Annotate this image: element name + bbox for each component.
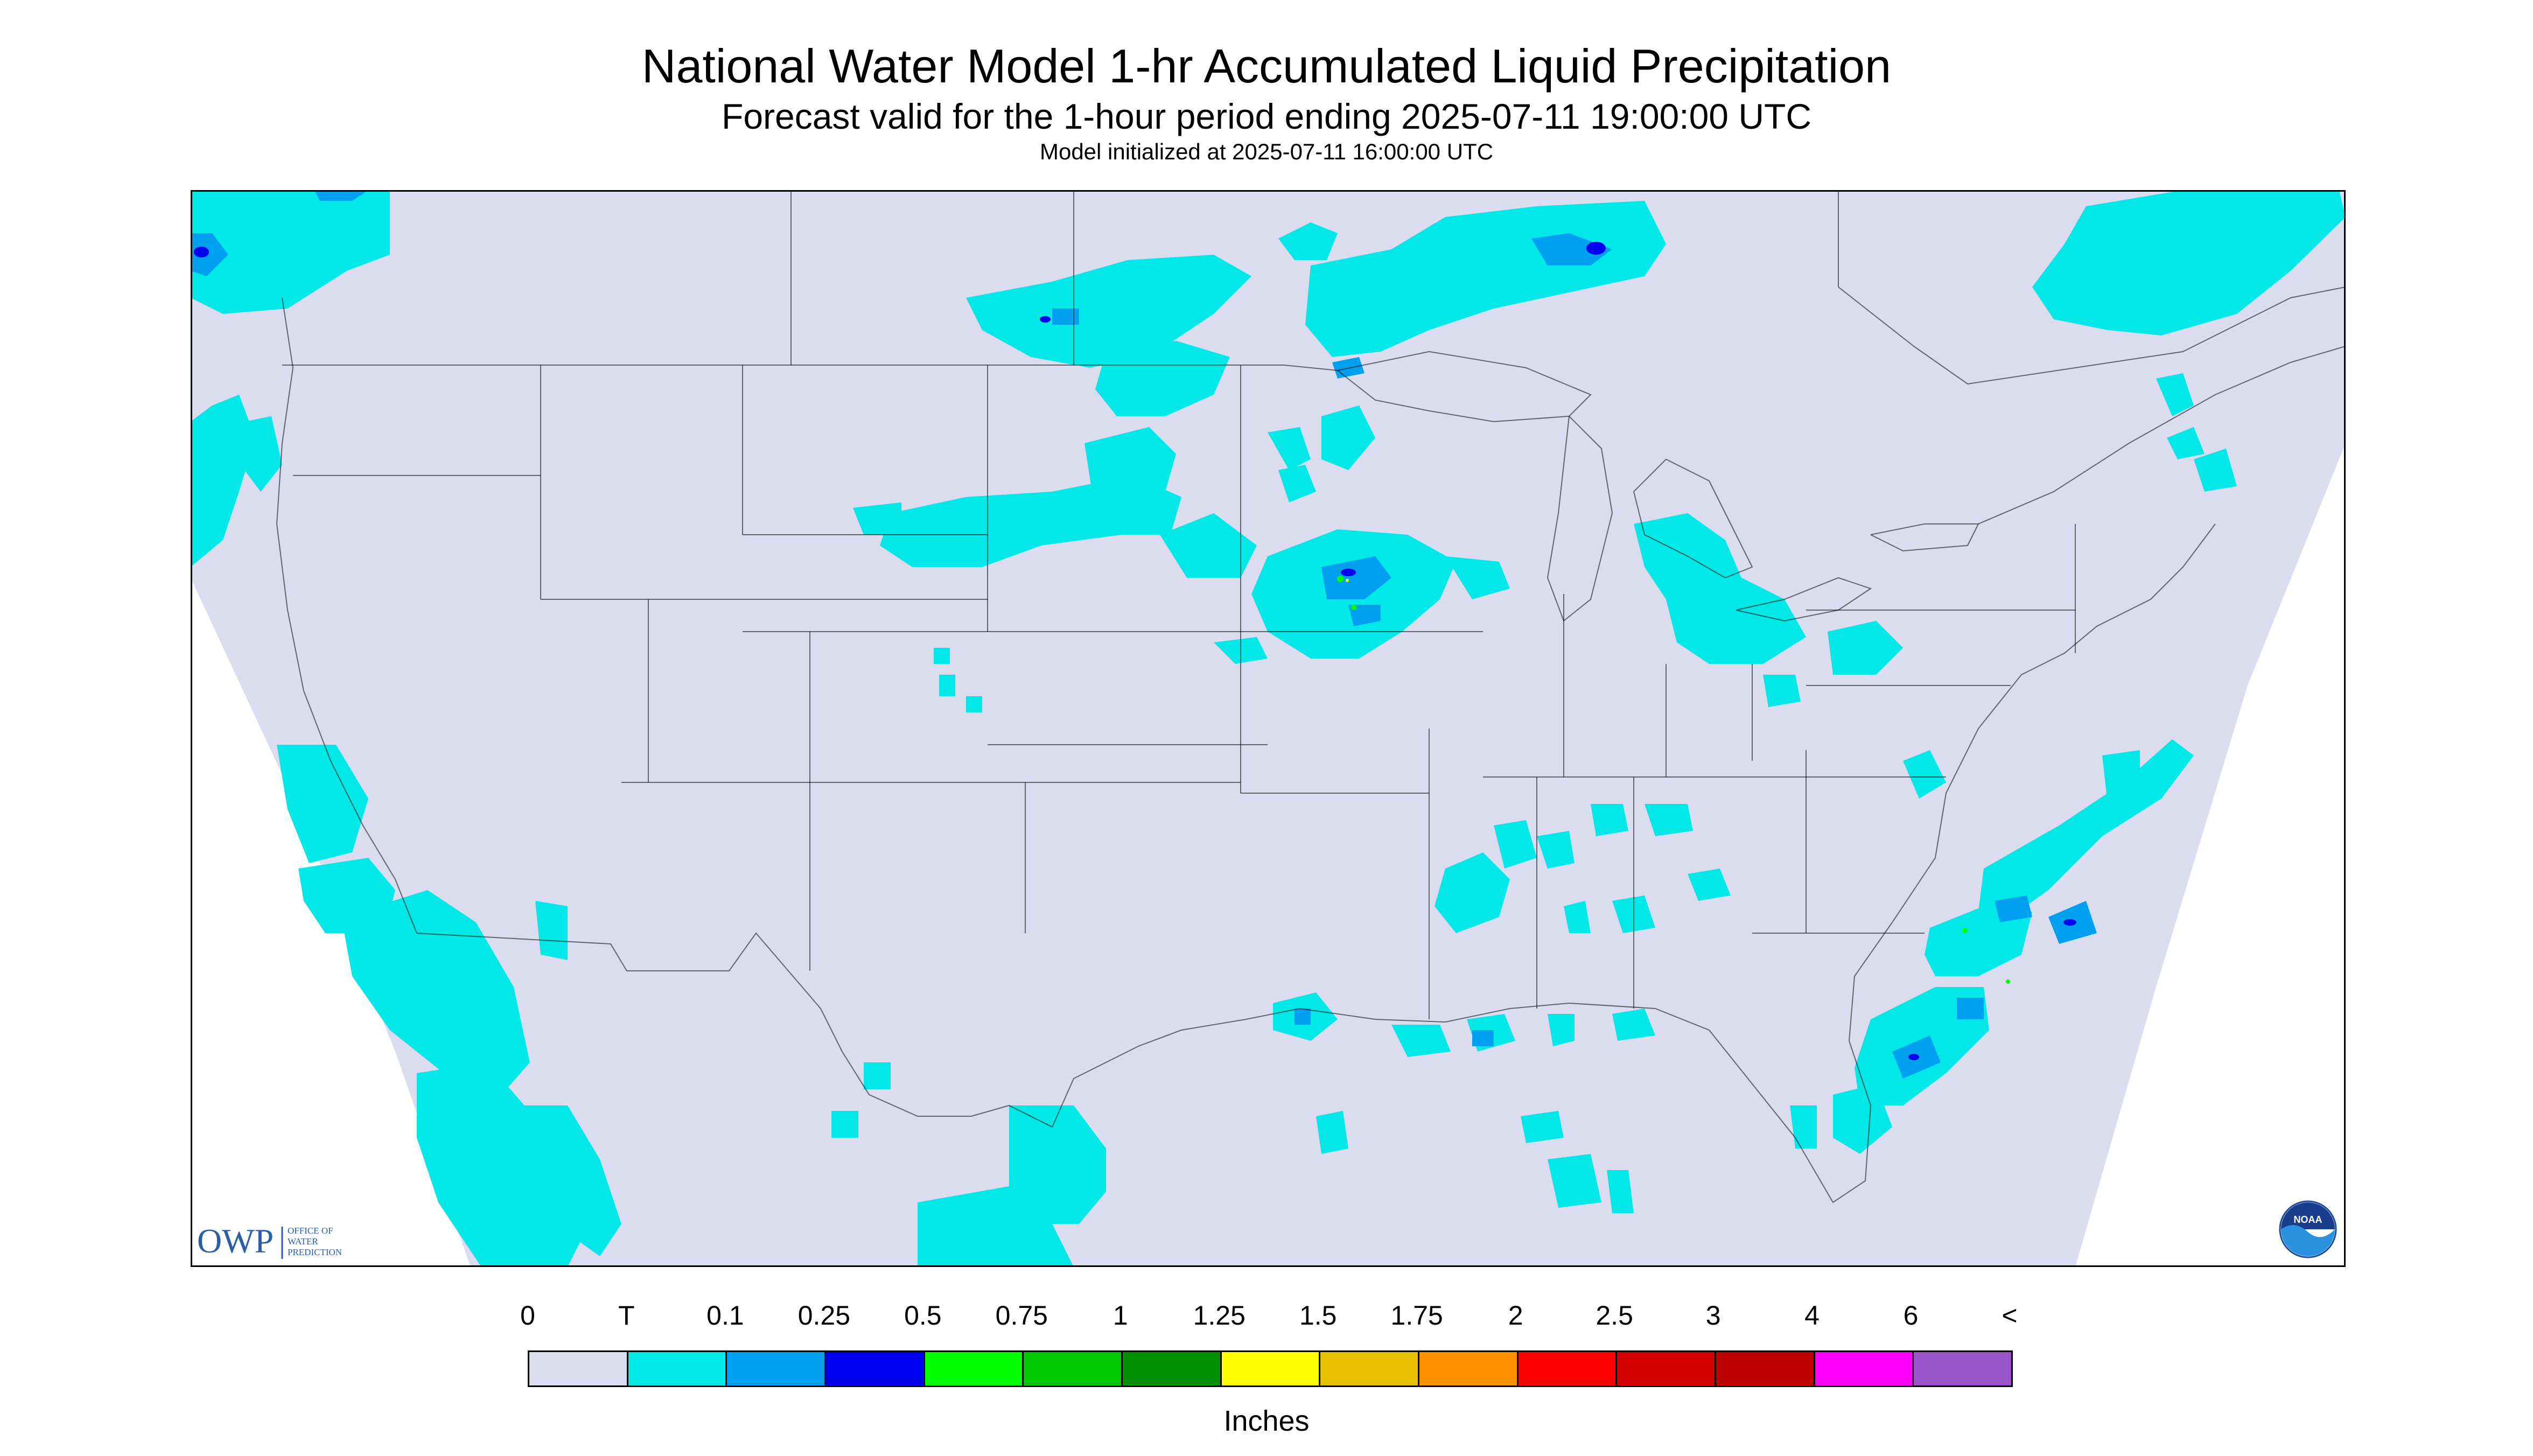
legend-label-5: 0.75 bbox=[995, 1300, 1048, 1331]
legend-colorbar bbox=[528, 1350, 2013, 1387]
precip-light-areas bbox=[191, 190, 2097, 1079]
precip-heavy-spots bbox=[1337, 576, 2010, 984]
legend-label-10: 2 bbox=[1508, 1300, 1523, 1331]
owp-line2: WATER bbox=[288, 1236, 318, 1247]
legend-swatch-10 bbox=[1518, 1352, 1618, 1385]
legend-label-4: 0.5 bbox=[904, 1300, 942, 1331]
legend-swatch-12 bbox=[1716, 1352, 1815, 1385]
legend-swatch-6 bbox=[1123, 1352, 1222, 1385]
legend-swatch-11 bbox=[1617, 1352, 1717, 1385]
map-border bbox=[191, 190, 2346, 1267]
political-boundaries bbox=[276, 190, 2346, 1203]
precipitation-map: OWP OFFICE OF WATER PREDICTION NOAA bbox=[191, 190, 2346, 1267]
model-domain bbox=[191, 190, 2346, 1267]
model-init-time: Model initialized at 2025-07-11 16:00:00… bbox=[1039, 139, 1494, 164]
map-title: National Water Model 1-hr Accumulated Li… bbox=[641, 39, 1892, 93]
precip-moderate-areas bbox=[194, 242, 2076, 1060]
owp-line1: OFFICE OF bbox=[288, 1226, 333, 1236]
owp-line3: PREDICTION bbox=[288, 1247, 342, 1257]
legend-label-15: < bbox=[2002, 1300, 2018, 1331]
legend-label-12: 3 bbox=[1705, 1300, 1721, 1331]
legend-swatch-8 bbox=[1320, 1352, 1420, 1385]
legend-swatch-9 bbox=[1419, 1352, 1519, 1385]
legend-label-14: 6 bbox=[1903, 1300, 1919, 1331]
legend-swatch-7 bbox=[1221, 1352, 1321, 1385]
legend-label-1: T bbox=[618, 1300, 635, 1331]
map-subtitle: Forecast valid for the 1-hour period end… bbox=[722, 96, 1811, 136]
legend-swatch-3 bbox=[826, 1352, 925, 1385]
legend-swatch-13 bbox=[1815, 1352, 1914, 1385]
legend-label-2: 0.1 bbox=[706, 1300, 744, 1331]
legend-label-13: 4 bbox=[1804, 1300, 1820, 1331]
legend-label-9: 1.75 bbox=[1390, 1300, 1443, 1331]
legend-labels: 0 T 0.1 0.25 0.5 0.75 1 1.25 1.5 1.75 2 2.5 3 4 6 < bbox=[520, 1300, 2018, 1338]
noaa-text: NOAA bbox=[2294, 1214, 2322, 1225]
legend-swatch-2 bbox=[727, 1352, 827, 1385]
noaa-logo: NOAA bbox=[2279, 1200, 2337, 1258]
legend-label-11: 2.5 bbox=[1596, 1300, 1633, 1331]
legend-swatch-1 bbox=[628, 1352, 727, 1385]
legend-swatch-14 bbox=[1914, 1352, 2012, 1385]
owp-logo: OWP OFFICE OF WATER PREDICTION bbox=[197, 1222, 342, 1260]
legend-label-3: 0.25 bbox=[797, 1300, 851, 1331]
legend-swatch-4 bbox=[925, 1352, 1024, 1385]
legend-swatch-0 bbox=[529, 1352, 628, 1385]
precip-trace-areas bbox=[191, 190, 2346, 1267]
legend-label-8: 1.5 bbox=[1299, 1300, 1337, 1331]
legend-label-6: 1 bbox=[1112, 1300, 1128, 1331]
legend-label-0: 0 bbox=[520, 1300, 535, 1331]
owp-abbr: OWP bbox=[197, 1222, 274, 1260]
legend-label-7: 1.25 bbox=[1193, 1300, 1245, 1331]
legend-swatch-5 bbox=[1024, 1352, 1123, 1385]
legend-units: Inches bbox=[1223, 1405, 1310, 1437]
